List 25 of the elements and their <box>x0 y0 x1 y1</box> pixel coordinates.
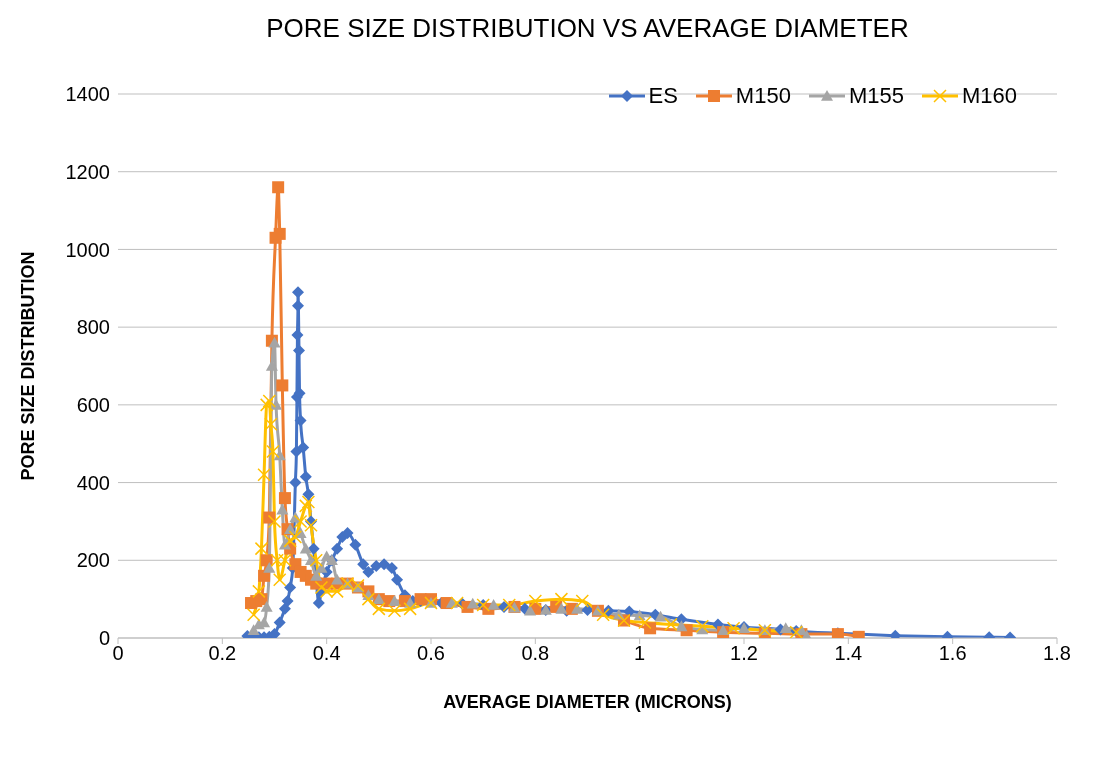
x-tick-label: 0.4 <box>312 642 341 665</box>
y-tick-label: 600 <box>76 393 110 416</box>
x-tick-label: 0 <box>112 642 124 665</box>
legend-label: M150 <box>735 83 791 109</box>
legend-label: M155 <box>848 83 904 109</box>
x-tick-label: 1.8 <box>1043 642 1071 665</box>
y-tick-label: 400 <box>76 471 110 494</box>
y-axis-title: PORE SIZE DISTRIBUTION <box>18 251 39 481</box>
y-tick-label: 200 <box>76 549 110 572</box>
chart-title: PORE SIZE DISTRIBUTION VS AVERAGE DIAMETER <box>265 12 910 45</box>
x-tick-label: 0.2 <box>208 642 237 665</box>
y-tick-label: 800 <box>76 316 110 339</box>
x-axis-title: AVERAGE DIAMETER (MICRONS) <box>443 692 732 712</box>
y-tick-label: 1200 <box>65 160 110 183</box>
y-tick-label: 1400 <box>65 83 110 106</box>
x-tick-label: 0.8 <box>521 642 550 665</box>
y-tick-label: 0 <box>98 627 110 650</box>
legend-label: ES <box>648 83 678 109</box>
legend-label: M160 <box>961 83 1017 109</box>
x-tick-label: 1.4 <box>834 642 863 665</box>
x-tick-label: 1.2 <box>730 642 758 665</box>
x-tick-label: 1 <box>634 642 646 665</box>
x-tick-label: 1.6 <box>938 642 967 665</box>
y-tick-label: 1000 <box>65 238 110 261</box>
x-tick-label: 0.6 <box>417 642 445 665</box>
